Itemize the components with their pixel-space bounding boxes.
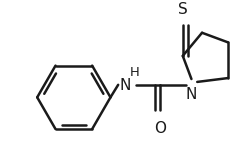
Text: N: N (186, 87, 197, 102)
Text: O: O (154, 121, 166, 136)
Text: N: N (119, 78, 131, 93)
Text: H: H (130, 66, 139, 79)
Text: S: S (178, 2, 188, 17)
